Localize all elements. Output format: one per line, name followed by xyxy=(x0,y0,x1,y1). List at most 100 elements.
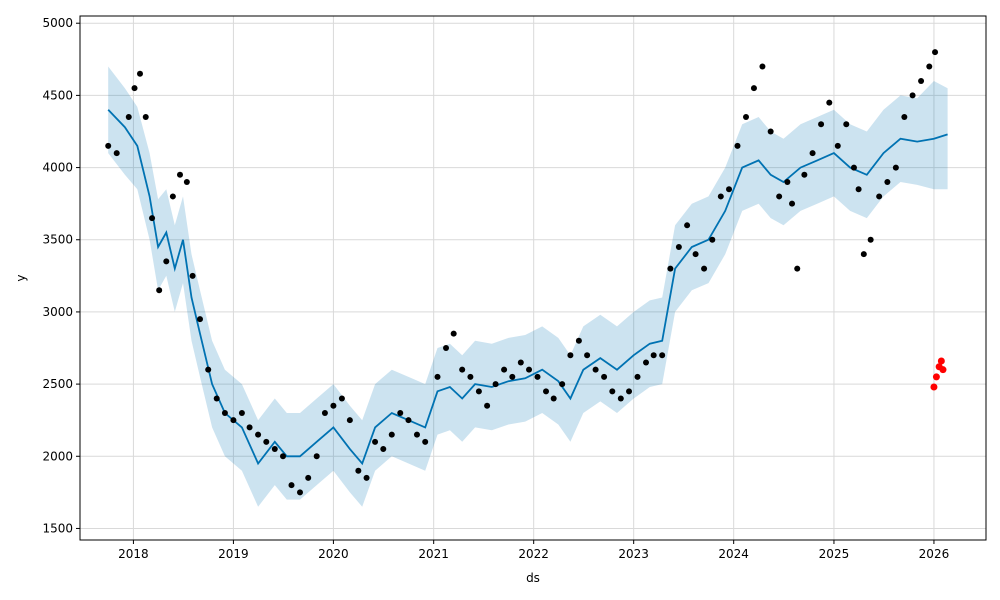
y-tick-label: 5000 xyxy=(42,16,73,30)
observed-point xyxy=(926,63,933,70)
observed-point xyxy=(338,395,345,402)
observed-point xyxy=(843,121,850,128)
observed-point xyxy=(169,193,176,200)
observed-point xyxy=(255,431,262,438)
observed-point xyxy=(372,438,379,445)
y-axis-ticks: 1500 2000 2500 3000 3500 4000 4500 5000 xyxy=(42,16,80,535)
observed-point xyxy=(142,114,149,121)
highlight-point xyxy=(939,366,947,374)
observed-point xyxy=(767,128,774,135)
observed-point xyxy=(509,373,516,380)
observed-point xyxy=(575,337,582,344)
y-tick-label: 3500 xyxy=(42,233,73,247)
observed-point xyxy=(659,352,666,359)
observed-point xyxy=(701,265,708,272)
observed-point xyxy=(692,251,699,258)
observed-point xyxy=(296,489,303,496)
observed-point xyxy=(355,467,362,474)
observed-point xyxy=(932,49,939,56)
observed-point xyxy=(850,164,857,171)
observed-point xyxy=(860,251,867,258)
observed-point xyxy=(643,359,650,366)
observed-point xyxy=(667,265,674,272)
observed-point xyxy=(196,316,203,323)
plot-frame xyxy=(79,15,987,541)
y-tick-label: 4000 xyxy=(42,161,73,175)
observed-point xyxy=(271,446,278,453)
y-axis-title: y xyxy=(14,274,28,281)
grid xyxy=(80,16,986,540)
observed-point xyxy=(609,388,616,395)
observed-point xyxy=(459,366,466,373)
observed-point xyxy=(443,345,450,352)
observed-point xyxy=(759,63,766,70)
observed-point xyxy=(221,409,228,416)
x-tick-label: 2020 xyxy=(318,547,349,561)
observed-point xyxy=(131,85,138,92)
observed-point xyxy=(136,70,143,77)
x-tick-label: 2025 xyxy=(819,547,850,561)
observed-point xyxy=(776,193,783,200)
observed-point xyxy=(750,85,757,92)
highlight-point xyxy=(930,383,938,391)
observed-point xyxy=(826,99,833,106)
observed-point xyxy=(650,352,657,359)
observed-point xyxy=(422,438,429,445)
observed-point xyxy=(263,438,270,445)
observed-point xyxy=(484,402,491,409)
observed-point xyxy=(413,431,420,438)
observed-point xyxy=(709,236,716,243)
observed-point xyxy=(717,193,724,200)
observed-point xyxy=(809,150,816,157)
x-tick-label: 2024 xyxy=(718,547,749,561)
x-tick-label: 2018 xyxy=(118,547,149,561)
x-axis-title: ds xyxy=(526,571,540,585)
observed-point xyxy=(892,164,899,171)
observed-point xyxy=(884,179,891,186)
observed-point xyxy=(517,359,524,366)
observed-point xyxy=(205,366,212,373)
observed-point xyxy=(743,114,750,121)
observed-point xyxy=(380,446,387,453)
observed-point xyxy=(238,409,245,416)
x-tick-label: 2026 xyxy=(919,547,950,561)
observed-point xyxy=(617,395,624,402)
y-tick-label: 2500 xyxy=(42,377,73,391)
observed-point xyxy=(213,395,220,402)
observed-point xyxy=(450,330,457,337)
observed-point xyxy=(584,352,591,359)
observed-point xyxy=(684,222,691,229)
observed-point xyxy=(113,150,120,157)
y-tick-label: 4500 xyxy=(42,88,73,102)
observed-point xyxy=(801,171,808,178)
observed-point xyxy=(434,373,441,380)
observed-point xyxy=(601,373,608,380)
observed-point xyxy=(163,258,170,265)
observed-point xyxy=(567,352,574,359)
y-tick-label: 1500 xyxy=(42,521,73,535)
observed-point xyxy=(559,381,566,388)
x-axis-ticks: 2018 2019 2020 2021 2022 2023 2024 2025 2026 xyxy=(118,540,949,561)
observed-point xyxy=(543,388,550,395)
y-tick-label: 2000 xyxy=(42,449,73,463)
observed-point xyxy=(675,243,682,250)
highlight-point xyxy=(932,373,940,381)
observed-point xyxy=(246,424,253,431)
x-tick-label: 2023 xyxy=(618,547,649,561)
observed-point xyxy=(789,200,796,207)
observed-point xyxy=(734,142,741,149)
observed-point xyxy=(867,236,874,243)
observed-point xyxy=(363,474,370,481)
observed-point xyxy=(288,482,295,489)
x-tick-label: 2022 xyxy=(518,547,549,561)
observed-point xyxy=(305,474,312,481)
observed-point xyxy=(467,373,474,380)
observed-point xyxy=(855,186,862,193)
observed-point xyxy=(183,179,190,186)
observed-point xyxy=(397,409,404,416)
observed-point xyxy=(492,381,499,388)
observed-point xyxy=(149,215,156,222)
y-tick-label: 3000 xyxy=(42,305,73,319)
